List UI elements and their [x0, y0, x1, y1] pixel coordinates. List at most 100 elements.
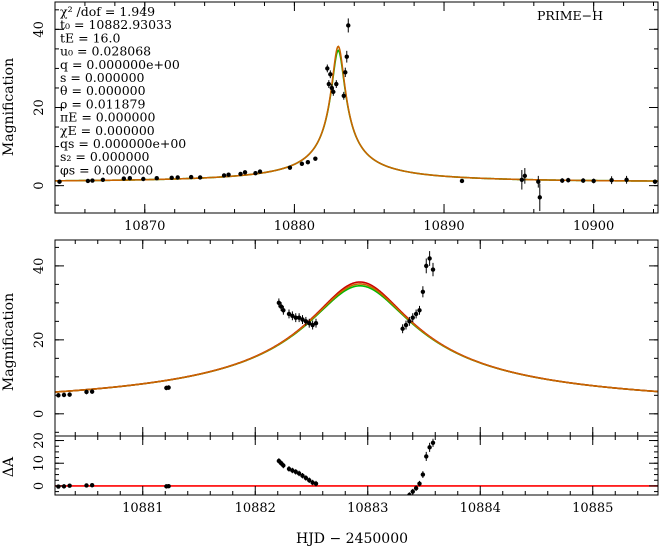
data-point	[242, 170, 248, 175]
data-point	[278, 304, 284, 309]
model-curve-alt	[55, 285, 658, 393]
x-tick-label: 10882	[235, 501, 276, 516]
data-point	[127, 176, 133, 181]
data-point	[424, 454, 429, 459]
data-point	[303, 319, 309, 324]
y-tick-label: 0	[32, 182, 47, 190]
y-tick-label: 20	[32, 99, 47, 116]
data-point	[459, 178, 465, 184]
x-tick-label: 10890	[423, 219, 464, 234]
fit-parameter-line: u₀ = 0.028068	[60, 44, 151, 59]
data-point	[536, 179, 541, 184]
panel-full-ylabel: Magnification	[1, 58, 17, 156]
data-point	[84, 483, 89, 488]
panel-full-frame	[54, 1, 659, 214]
x-tick-label: 10881	[122, 501, 163, 516]
data-point	[313, 156, 318, 161]
y-tick-label: 40	[32, 258, 47, 275]
data-point	[326, 81, 332, 87]
panel-residual-xticks: 10881 10882 10883 10884 10885	[74, 436, 639, 516]
x-axis-label: HJD − 2450000	[296, 531, 408, 546]
data-point	[287, 165, 293, 170]
data-point	[591, 178, 596, 184]
data-point	[57, 179, 62, 184]
panel-full-points	[57, 18, 658, 212]
data-point	[175, 175, 180, 180]
data-point	[313, 321, 319, 326]
data-point	[89, 389, 95, 394]
panel-zoom-yticks: 0 20 40	[32, 246, 658, 433]
data-point	[407, 492, 412, 495]
data-point	[221, 173, 227, 178]
data-point	[305, 160, 311, 165]
fit-parameter-line: χ² /dof = 1.949	[60, 4, 155, 19]
data-point	[537, 195, 542, 200]
data-point	[424, 263, 429, 269]
data-point	[310, 322, 315, 328]
x-tick-label: 10880	[274, 219, 315, 234]
fit-parameter-line: ρ = 0.011879	[60, 96, 145, 111]
x-tick-label: 10900	[573, 219, 614, 234]
panel-residual-frame	[54, 435, 659, 496]
data-point	[296, 471, 302, 476]
data-point	[341, 93, 346, 98]
data-point	[400, 497, 404, 501]
data-point	[400, 326, 405, 331]
data-point	[121, 176, 127, 181]
panel-full-xticks: 10870 10880 10890 10900	[54, 2, 655, 234]
data-point	[427, 445, 432, 450]
panel-zoom-xticks	[74, 240, 639, 436]
data-point	[566, 177, 571, 183]
y-tick-label: 40	[32, 21, 47, 38]
data-point	[560, 178, 565, 183]
data-point	[420, 289, 426, 294]
fit-parameter-line: t₀ = 10882.93033	[60, 17, 172, 32]
data-point	[61, 392, 67, 398]
model-curve-overlap	[55, 283, 658, 393]
data-point	[413, 311, 419, 317]
fit-parameter-line: φs = 0.000000	[60, 162, 153, 177]
panel-full: 10870 10880 10890 10900 0 20 40 Magnification…	[1, 1, 659, 234]
x-tick-label: 10883	[347, 501, 388, 516]
data-point	[343, 70, 348, 75]
data-point	[403, 322, 409, 328]
data-point	[300, 473, 305, 478]
panel-residual-points	[56, 438, 436, 501]
data-point	[67, 483, 72, 488]
data-point	[67, 392, 72, 397]
panel-zoom-points	[56, 251, 436, 398]
y-tick-label: 10	[32, 455, 47, 472]
data-point	[84, 389, 89, 395]
data-point	[290, 468, 295, 473]
x-tick-label: 10885	[572, 501, 613, 516]
x-tick-label: 10870	[124, 219, 165, 234]
fit-parameter-line: tE = 16.0	[60, 30, 120, 45]
data-point	[281, 308, 286, 313]
model-curve	[55, 281, 658, 393]
fit-parameter-line: q = 0.000000e+00	[60, 57, 180, 72]
data-point	[427, 256, 432, 261]
data-point	[188, 174, 194, 180]
data-point	[310, 480, 315, 485]
data-point	[169, 175, 174, 181]
data-point	[331, 89, 336, 95]
data-point	[253, 170, 258, 176]
data-point	[300, 317, 305, 322]
data-point	[238, 171, 243, 177]
panel-zoom-ylabel: Magnification	[1, 293, 17, 391]
y-tick-label: 0	[32, 410, 47, 418]
y-tick-label: 0	[32, 482, 47, 490]
data-point	[89, 483, 95, 488]
fit-parameter-line: s = 0.000000	[60, 70, 145, 85]
panel-zoom: 0 20 40 Magnification	[1, 239, 659, 437]
data-point	[344, 54, 349, 59]
fit-parameter-line: s₂ = 0.000000	[60, 149, 150, 164]
y-tick-label: 20	[32, 332, 47, 349]
data-point	[286, 311, 292, 317]
data-point	[197, 175, 203, 180]
panel-full-yticks: 0 20 40	[32, 9, 658, 206]
data-point	[293, 469, 298, 475]
fit-parameter-line: θ = 0.000000	[60, 83, 146, 98]
